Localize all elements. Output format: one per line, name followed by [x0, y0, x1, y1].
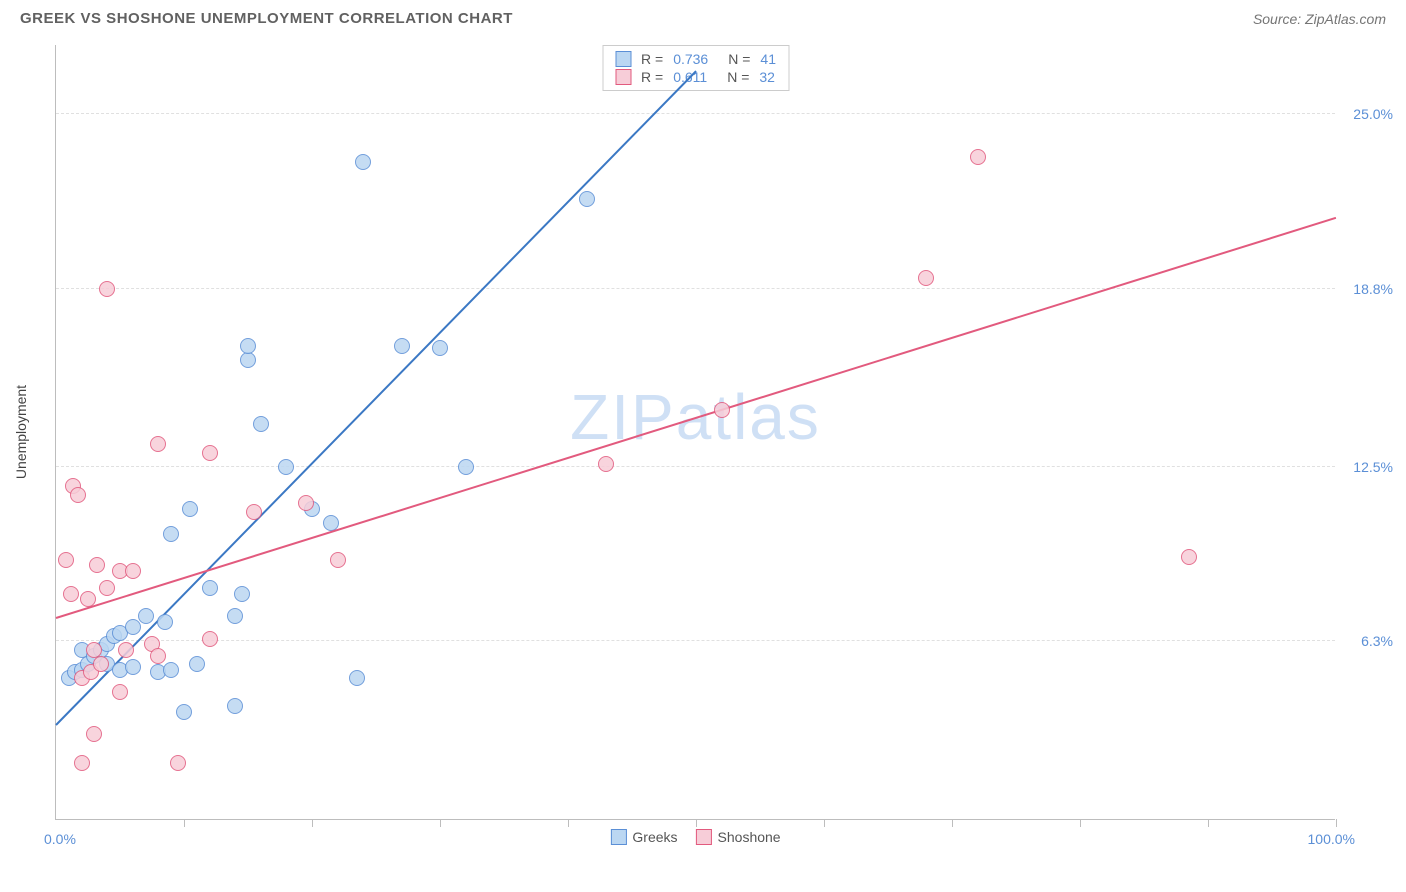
- data-point: [125, 563, 141, 579]
- y-tick-label: 12.5%: [1353, 459, 1393, 475]
- data-point: [138, 608, 154, 624]
- data-point: [58, 552, 74, 568]
- data-point: [240, 338, 256, 354]
- data-point: [1181, 549, 1197, 565]
- data-point: [176, 704, 192, 720]
- x-tick: [184, 819, 185, 827]
- data-point: [714, 402, 730, 418]
- y-tick-label: 6.3%: [1361, 633, 1393, 649]
- data-point: [86, 726, 102, 742]
- gridline: [56, 113, 1335, 114]
- legend-swatch: [615, 69, 631, 85]
- r-label: R =: [641, 51, 663, 67]
- data-point: [118, 642, 134, 658]
- legend-swatch: [696, 829, 712, 845]
- n-label: N =: [727, 69, 749, 85]
- data-point: [93, 656, 109, 672]
- x-axis-origin-label: 0.0%: [44, 831, 76, 847]
- data-point: [63, 586, 79, 602]
- data-point: [432, 340, 448, 356]
- data-point: [278, 459, 294, 475]
- series-legend: Greeks Shoshone: [610, 829, 780, 845]
- legend-swatch: [615, 51, 631, 67]
- data-point: [970, 149, 986, 165]
- trend-line: [55, 70, 696, 725]
- gridline: [56, 288, 1335, 289]
- x-tick: [824, 819, 825, 827]
- x-axis-end-label: 100.0%: [1308, 831, 1355, 847]
- data-point: [99, 580, 115, 596]
- chart-header: GREEK VS SHOSHONE UNEMPLOYMENT CORRELATI…: [20, 10, 1386, 27]
- data-point: [394, 338, 410, 354]
- data-point: [74, 755, 90, 771]
- data-point: [170, 755, 186, 771]
- trend-line: [56, 217, 1337, 619]
- data-point: [157, 614, 173, 630]
- data-point: [227, 608, 243, 624]
- x-tick: [1336, 819, 1337, 827]
- data-point: [150, 436, 166, 452]
- data-point: [163, 526, 179, 542]
- data-point: [150, 648, 166, 664]
- data-point: [330, 552, 346, 568]
- data-point: [80, 591, 96, 607]
- x-tick: [1080, 819, 1081, 827]
- data-point: [234, 586, 250, 602]
- y-tick-label: 25.0%: [1353, 106, 1393, 122]
- data-point: [579, 191, 595, 207]
- x-tick: [440, 819, 441, 827]
- data-point: [240, 352, 256, 368]
- data-point: [89, 557, 105, 573]
- data-point: [99, 281, 115, 297]
- legend-item: Greeks: [610, 829, 677, 845]
- data-point: [458, 459, 474, 475]
- data-point: [202, 580, 218, 596]
- x-tick: [696, 819, 697, 827]
- data-point: [355, 154, 371, 170]
- y-tick-label: 18.8%: [1353, 281, 1393, 297]
- gridline: [56, 466, 1335, 467]
- data-point: [202, 631, 218, 647]
- n-value: 32: [759, 69, 775, 85]
- data-point: [246, 504, 262, 520]
- legend-swatch: [610, 829, 626, 845]
- data-point: [349, 670, 365, 686]
- r-label: R =: [641, 69, 663, 85]
- x-tick: [952, 819, 953, 827]
- data-point: [918, 270, 934, 286]
- data-point: [253, 416, 269, 432]
- data-point: [189, 656, 205, 672]
- data-point: [125, 619, 141, 635]
- data-point: [598, 456, 614, 472]
- data-point: [298, 495, 314, 511]
- gridline: [56, 640, 1335, 641]
- x-tick: [1208, 819, 1209, 827]
- y-axis-label: Unemployment: [13, 385, 29, 479]
- n-label: N =: [728, 51, 750, 67]
- data-point: [163, 662, 179, 678]
- x-tick: [312, 819, 313, 827]
- scatter-plot-area: Unemployment ZIPatlas 0.0% 100.0% R =0.7…: [55, 45, 1335, 820]
- n-value: 41: [760, 51, 776, 67]
- legend-item: Shoshone: [696, 829, 781, 845]
- source-attribution: Source: ZipAtlas.com: [1253, 11, 1386, 27]
- legend-label: Shoshone: [718, 829, 781, 845]
- legend-row: R = 0.736 N = 41: [615, 50, 776, 68]
- data-point: [125, 659, 141, 675]
- x-tick: [568, 819, 569, 827]
- data-point: [227, 698, 243, 714]
- data-point: [112, 684, 128, 700]
- data-point: [202, 445, 218, 461]
- data-point: [70, 487, 86, 503]
- correlation-legend: R =0.736N =41R =0.611N =32: [602, 45, 789, 91]
- legend-label: Greeks: [632, 829, 677, 845]
- data-point: [182, 501, 198, 517]
- r-value: 0.736: [673, 51, 708, 67]
- chart-title: GREEK VS SHOSHONE UNEMPLOYMENT CORRELATI…: [20, 10, 513, 27]
